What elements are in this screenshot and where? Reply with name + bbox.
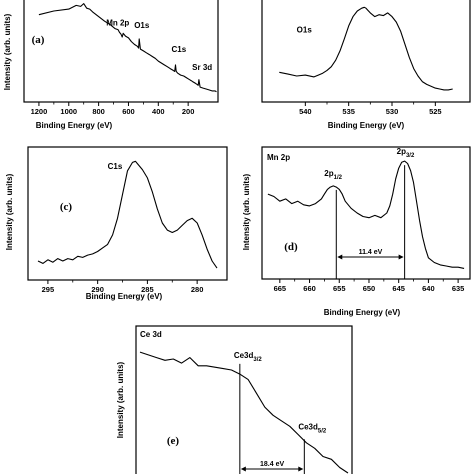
x-tick-label: 285 xyxy=(141,285,154,294)
panel-label: (c) xyxy=(60,201,73,213)
arrow-head xyxy=(298,466,304,472)
x-axis-label: Binding Energy (eV) xyxy=(324,308,401,317)
spectrum-line xyxy=(38,3,217,93)
panel-label: (d) xyxy=(284,241,298,253)
spectrum-title: Mn 2p xyxy=(267,153,290,162)
y-axis-label: Intensity (arb. units) xyxy=(3,13,12,90)
plot-frame xyxy=(27,146,228,281)
x-tick-label: 535 xyxy=(342,107,355,116)
spectrum-line xyxy=(267,160,465,269)
plot-frame xyxy=(261,146,471,280)
x-tick-label: 1200 xyxy=(31,107,48,116)
peak-label: 2p3/2 xyxy=(397,147,415,159)
x-tick-label: 665 xyxy=(274,284,287,293)
x-tick-label: 400 xyxy=(152,107,165,116)
plot-frame xyxy=(23,0,219,103)
x-tick-label: 650 xyxy=(363,284,376,293)
y-axis-label: Intensity (arb. units) xyxy=(242,173,251,250)
x-axis-label: Binding Energy (eV) xyxy=(36,121,113,130)
panel-d: 665 660 655 650 645 640 635 Binding Energy (eV)… xyxy=(242,146,471,317)
spectrum-line xyxy=(279,6,453,91)
x-tick-label: 530 xyxy=(386,107,399,116)
x-tick-label: 645 xyxy=(392,284,405,293)
x-tick-label: 540 xyxy=(299,107,312,116)
peak-label: C1s xyxy=(171,45,186,54)
peak-label: O1s xyxy=(297,25,313,34)
panel-c: 295 290 285 280 Binding Energy (eV) Intensity… xyxy=(5,146,228,301)
peak-label: O1s xyxy=(134,21,150,30)
peak-label: Ce3d5/2 xyxy=(298,422,327,434)
x-tick-label: 600 xyxy=(122,107,135,116)
x-tick-label: 1000 xyxy=(60,107,77,116)
spectrum-title: Ce 3d xyxy=(140,330,162,339)
plot-frame xyxy=(135,325,353,474)
peak-label: C1s xyxy=(108,162,123,171)
y-axis-label: Intensity (arb. units) xyxy=(5,173,14,250)
spectrum-line xyxy=(139,351,349,474)
x-tick-label: 290 xyxy=(91,285,104,294)
peak-label: Mn 2p xyxy=(106,19,129,28)
plot-frame xyxy=(261,0,471,103)
peak-label: 2p1/2 xyxy=(324,169,342,181)
splitting-label: 11.4 eV xyxy=(359,249,383,256)
peak-label: Sr 3d xyxy=(192,63,212,72)
arrow-head xyxy=(240,466,246,472)
panel-label: (a) xyxy=(32,34,45,46)
spectrum-line xyxy=(37,160,218,269)
x-tick-label: 800 xyxy=(92,107,105,116)
arrow-head xyxy=(337,254,343,260)
x-axis-label: Binding Energy (eV) xyxy=(328,121,405,130)
panel-e: Intensity (arb. units) (e) Ce 3d Ce3d3/2 Ce3… xyxy=(116,325,353,474)
peak-label: Ce3d xyxy=(80,0,100,2)
peak-label: Ce3d3/2 xyxy=(234,351,263,363)
panel-b: 540 535 530 525 Binding Energy (eV) O1s xyxy=(261,0,471,130)
x-tick-label: 525 xyxy=(429,107,442,116)
splitting-label: 18.4 eV xyxy=(260,461,284,468)
x-tick-label: 635 xyxy=(452,284,465,293)
x-tick-label: 655 xyxy=(333,284,346,293)
arrow-head xyxy=(398,254,404,260)
x-tick-label: 200 xyxy=(182,107,195,116)
y-axis-label: Intensity (arb. units) xyxy=(116,361,125,438)
x-tick-label: 280 xyxy=(191,285,204,294)
x-tick-label: 640 xyxy=(422,284,435,293)
panel-label: (e) xyxy=(167,435,180,447)
x-tick-label: 295 xyxy=(42,285,55,294)
panel-a: 1200 1000 800 600 400 200 Binding Energy (eV) I… xyxy=(3,0,219,130)
x-tick-label: 660 xyxy=(303,284,316,293)
x-axis-label: Binding Energy (eV) xyxy=(86,292,163,301)
